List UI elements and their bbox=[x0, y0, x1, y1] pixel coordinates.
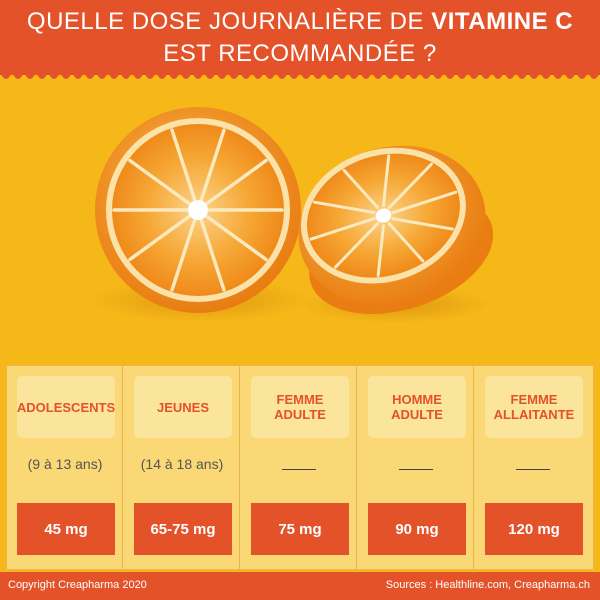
table-column-jeunes: JEUNES (14 à 18 ans) 65-75 mg bbox=[124, 366, 240, 569]
dose-value: 45 mg bbox=[17, 503, 115, 555]
header-banner: QUELLE DOSE JOURNALIÈRE DE VITAMINE C ES… bbox=[0, 0, 600, 75]
age-range: (9 à 13 ans) bbox=[27, 456, 103, 472]
column-header: ADOLESCENTS bbox=[17, 376, 115, 438]
orange-half-angled bbox=[298, 145, 494, 315]
dose-value: 90 mg bbox=[368, 503, 466, 555]
age-range: (14 à 18 ans) bbox=[140, 456, 224, 472]
footer-bar: Copyright Creapharma 2020 Sources : Heal… bbox=[0, 572, 600, 600]
dosage-table: ADOLESCENTS (9 à 13 ans) 45 mg JEUNES (1… bbox=[6, 365, 594, 570]
column-header: FEMME ALLAITANTE bbox=[485, 376, 583, 438]
title-prefix: QUELLE DOSE JOURNALIÈRE DE bbox=[26, 8, 432, 35]
scallop-border bbox=[0, 72, 600, 79]
dash-divider bbox=[399, 469, 433, 470]
orange-illustration bbox=[90, 107, 494, 323]
column-header: HOMME ADULTE bbox=[368, 376, 466, 438]
column-header: JEUNES bbox=[134, 376, 232, 438]
copyright-text: Copyright Creapharma 2020 bbox=[8, 579, 147, 591]
table-column-adolescents: ADOLESCENTS (9 à 13 ans) 45 mg bbox=[7, 366, 123, 569]
orange-slice-front bbox=[95, 107, 301, 313]
column-header: FEMME ADULTE bbox=[251, 376, 349, 438]
sources-text: Sources : Healthline.com, Creapharma.ch bbox=[385, 579, 590, 591]
dose-value: 75 mg bbox=[251, 503, 349, 555]
title-highlight: VITAMINE C bbox=[431, 8, 574, 35]
table-column-femme-adulte: FEMME ADULTE 75 mg bbox=[241, 366, 357, 569]
table-column-femme-allaitante: FEMME ALLAITANTE 120 mg bbox=[475, 366, 591, 569]
dose-value: 120 mg bbox=[485, 503, 583, 555]
dash-divider bbox=[516, 469, 550, 470]
dash-divider bbox=[282, 469, 316, 470]
page-title-line-1: QUELLE DOSE JOURNALIÈRE DE VITAMINE C bbox=[0, 8, 600, 36]
table-column-homme-adulte: HOMME ADULTE 90 mg bbox=[358, 366, 474, 569]
dose-value: 65-75 mg bbox=[134, 503, 232, 555]
page-title-line-2: EST RECOMMANDÉE ? bbox=[163, 40, 437, 67]
